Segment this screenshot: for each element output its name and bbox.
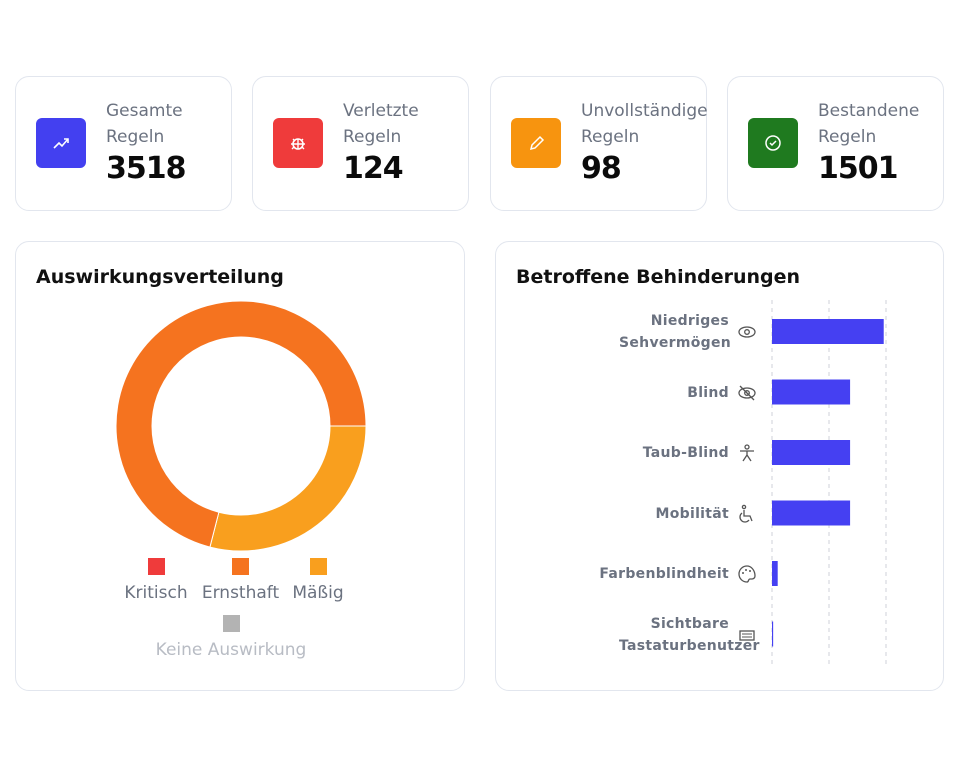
trending-up-icon (36, 118, 86, 168)
bar-4[interactable] (772, 561, 778, 586)
bar-1[interactable] (772, 379, 851, 405)
legend-swatch (309, 558, 327, 575)
disabilities-title: Betroffene Behinderungen (516, 266, 801, 288)
legend-swatch (222, 615, 240, 632)
donut-slice-mäßig[interactable] (209, 425, 367, 552)
check-circle-icon (748, 118, 798, 168)
bar-label: Blind (687, 384, 729, 401)
bar-0[interactable] (772, 319, 884, 344)
stat-value: 3518 (106, 151, 186, 186)
legend-label: Kritisch (124, 583, 188, 603)
stat-value: 1501 (818, 151, 898, 186)
legend-swatch (232, 558, 249, 575)
legend-label: Mäßig (292, 583, 344, 603)
bar-5[interactable] (772, 621, 774, 647)
stat-value: 124 (343, 151, 404, 186)
bar-label: Farbenblindheit (599, 566, 729, 582)
stat-label: Verletzte Regeln (343, 101, 419, 147)
legend-keine-auswirkung[interactable]: Keine Auswirkung (146, 615, 316, 660)
stat-label: Unvollständige Regeln (581, 101, 708, 147)
bug-icon (273, 118, 323, 168)
legend-label: Keine Auswirkung (155, 640, 307, 660)
person-icon (740, 444, 754, 462)
impact-card: Auswirkungsverteilung Kritisch Ernsthaft… (15, 241, 465, 691)
bar-2[interactable] (772, 440, 851, 465)
keyboard-icon (739, 629, 755, 641)
stat-value: 98 (581, 151, 622, 186)
legend-label: Ernsthaft (201, 583, 280, 603)
legend-ernsthaft[interactable]: Ernsthaft (198, 558, 283, 603)
pencil-icon (511, 118, 561, 168)
bar-label: Niedriges Sehvermögen (619, 313, 732, 351)
impact-donut-chart (115, 300, 367, 552)
stat-card: Unvollständige Regeln 98 (490, 76, 708, 211)
palette-icon (738, 565, 756, 583)
stat-card: Gesamte Regeln 3518 (15, 76, 232, 211)
stat-label: Gesamte Regeln (106, 101, 183, 147)
eye-icon (738, 326, 756, 338)
disabilities-card: Betroffene Behinderungen Niedriges Sehve… (495, 241, 944, 691)
wheelchair-icon (739, 504, 753, 523)
legend-massig[interactable]: Mäßig (288, 558, 348, 603)
bar-label: Taub-Blind (642, 445, 729, 461)
impact-title: Auswirkungsverteilung (36, 266, 284, 288)
stat-card: Bestandene Regeln 1501 (727, 76, 944, 211)
bar-3[interactable] (772, 500, 851, 526)
eye-off-icon (738, 385, 756, 400)
disabilities-bar-chart (771, 300, 887, 664)
stat-label: Bestandene Regeln (818, 101, 920, 147)
legend-swatch (147, 558, 165, 575)
bar-label: Sichtbare Tastaturbenutzer (619, 615, 760, 654)
donut-slice-ernsthaft[interactable] (115, 300, 367, 548)
stat-card: Verletzte Regeln 124 (252, 76, 469, 211)
bar-label: Mobilität (655, 505, 729, 522)
legend-kritisch[interactable]: Kritisch (121, 558, 191, 603)
